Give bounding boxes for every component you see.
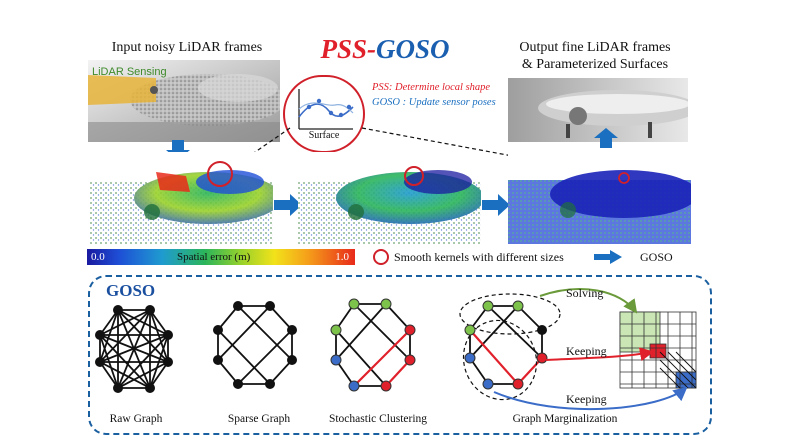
goso-arrow-icon bbox=[594, 250, 622, 264]
title-separator: - bbox=[367, 34, 376, 64]
hessian-matrix bbox=[619, 311, 697, 389]
clustering-graph bbox=[335, 303, 411, 387]
method-notes: PSS: Determine local shape GOSO : Update… bbox=[372, 80, 496, 110]
cluster-ellipse-green bbox=[459, 293, 561, 335]
keeping-arrow-blue bbox=[493, 386, 688, 411]
goso-panel bbox=[88, 275, 712, 435]
title-goso: GOSO bbox=[376, 34, 450, 64]
colorbar-label: Spatial error (m) bbox=[177, 251, 251, 263]
keeping-label-2: Keeping bbox=[566, 392, 607, 406]
output-lidar-image bbox=[508, 78, 688, 142]
lidar-frame-error-2 bbox=[298, 152, 481, 244]
colorbar-max: 1.0 bbox=[335, 251, 349, 263]
diagram-title: PSS-GOSO bbox=[305, 34, 465, 65]
spatial-error-colorbar: 0.0 Spatial error (m) 1.0 bbox=[87, 249, 355, 265]
graph-label-clustering: Stochastic Clustering bbox=[328, 413, 428, 425]
surface-axes-icon bbox=[298, 89, 354, 130]
graph-label-marginalization: Graph Marginalization bbox=[512, 413, 618, 425]
sparse-graph bbox=[217, 305, 293, 385]
cluster-red-edge bbox=[385, 359, 411, 387]
output-frames-label-line1: Output fine LiDAR frames bbox=[519, 40, 671, 55]
graph-label-sparse: Sparse Graph bbox=[227, 413, 291, 425]
marginalization-graph bbox=[469, 305, 543, 385]
keeping-arrow-red bbox=[545, 347, 654, 362]
cluster-ellipse-blue bbox=[462, 319, 538, 401]
lidar-frame-error-1 bbox=[90, 152, 273, 244]
right-arrow-2 bbox=[482, 194, 510, 216]
input-frames-label: Input noisy LiDAR frames bbox=[111, 40, 263, 55]
goso-note: GOSO : Update sensor poses bbox=[372, 97, 496, 108]
kernel-circle-1 bbox=[207, 161, 233, 187]
lidar-frame-error-3 bbox=[508, 152, 691, 244]
clustering-graph-nodes bbox=[330, 298, 416, 392]
marginalization-graph-nodes bbox=[464, 300, 548, 390]
kernel-circle-icon bbox=[373, 249, 389, 265]
title-pss: PSS bbox=[320, 34, 367, 64]
goso-panel-title: GOSO bbox=[106, 281, 156, 300]
output-frames-label-line2: & Parameterized Surfaces bbox=[521, 57, 669, 72]
lidar-sensing-label: LiDAR Sensing bbox=[92, 66, 167, 78]
right-arrow-1 bbox=[274, 194, 302, 216]
kernel-circle-2 bbox=[404, 166, 424, 186]
up-arrow-output bbox=[594, 128, 618, 148]
keeping-label-1: Keeping bbox=[566, 344, 607, 358]
sparse-graph-nodes bbox=[213, 301, 297, 389]
graph-label-raw: Raw Graph bbox=[109, 413, 163, 425]
surface-illustration: Surface bbox=[283, 75, 365, 153]
colorbar-min: 0.0 bbox=[91, 251, 105, 263]
solving-label: Solving bbox=[566, 286, 604, 300]
kernel-circle-3 bbox=[618, 172, 630, 184]
raw-graph bbox=[99, 309, 169, 389]
kernels-legend-label: Smooth kernels with different sizes bbox=[394, 250, 564, 264]
cluster-red-edge-2 bbox=[353, 329, 411, 387]
raw-graph-nodes bbox=[95, 305, 173, 393]
goso-legend-label: GOSO bbox=[640, 250, 673, 264]
surface-label: Surface bbox=[308, 130, 340, 141]
input-lidar-image: LiDAR Sensing bbox=[88, 60, 280, 142]
pss-note: PSS: Determine local shape bbox=[372, 82, 491, 93]
solving-arrow bbox=[539, 288, 638, 314]
